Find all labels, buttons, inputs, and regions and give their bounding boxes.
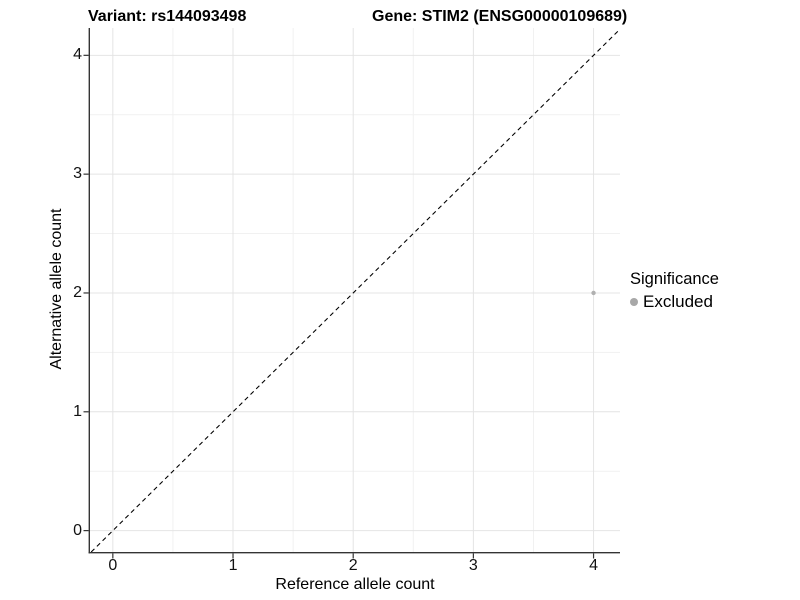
data-point xyxy=(591,290,596,296)
y-tick-label: 3 xyxy=(73,165,82,183)
x-tick-label: 4 xyxy=(589,557,598,574)
legend: Significance Excluded xyxy=(630,270,795,312)
y-tick-label: 2 xyxy=(73,283,82,301)
legend-item-label: Excluded xyxy=(643,292,713,311)
y-tick-label: 0 xyxy=(73,521,82,539)
x-tick-label: 3 xyxy=(468,557,478,574)
x-axis-label: Reference allele count xyxy=(275,576,435,593)
y-tick-label: 4 xyxy=(73,46,82,64)
identity-line xyxy=(90,28,621,553)
plot-title-gene: Gene: STIM2 (ENSG00000109689) xyxy=(372,8,628,25)
x-tick-label: 2 xyxy=(348,557,358,574)
x-tick-label: 1 xyxy=(228,557,238,574)
x-tick-label: 0 xyxy=(108,557,118,574)
legend-dot-icon xyxy=(630,298,638,306)
legend-title: Significance xyxy=(630,270,719,288)
y-tick-label: 1 xyxy=(73,402,82,420)
legend-item-excluded: Excluded xyxy=(630,292,795,312)
plot-title-variant: Variant: rs144093498 xyxy=(88,8,247,25)
